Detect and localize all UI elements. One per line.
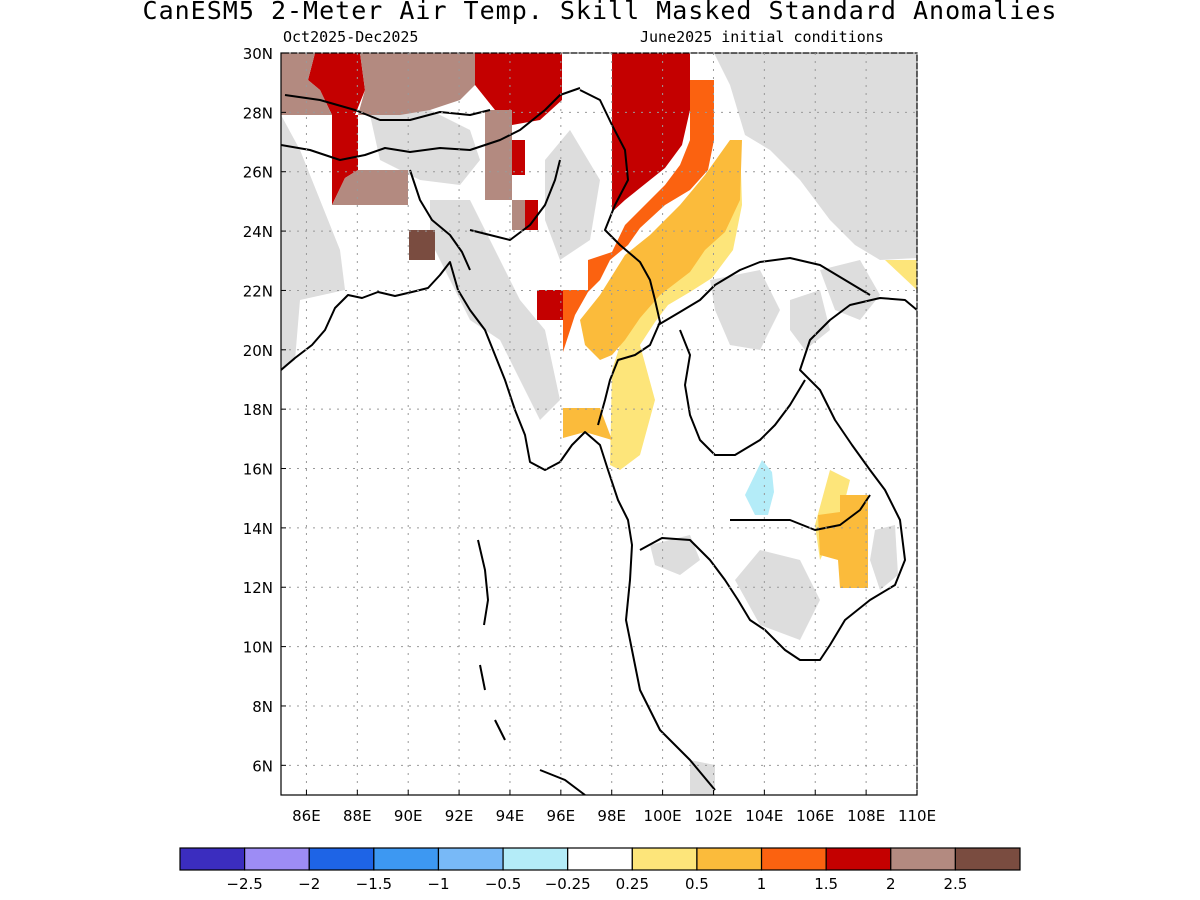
colorbar-swatch (308, 847, 375, 871)
anomaly-above-2.5-region (409, 230, 435, 260)
lat-tick-label: 16N (243, 461, 273, 479)
lon-tick-label: 94E (496, 807, 525, 825)
lon-tick-label: 96E (547, 807, 576, 825)
colorbar-label: −0.5 (485, 875, 521, 893)
anomaly-neg-0.5-region (745, 460, 774, 515)
lon-tick-label: 90E (394, 807, 423, 825)
lon-tick-label: 100E (644, 807, 682, 825)
colorbar-swatch (696, 847, 763, 871)
colorbar-swatch (373, 847, 440, 871)
lon-tick-label: 106E (796, 807, 834, 825)
colorbar-label: −2 (298, 875, 320, 893)
lat-tick-label: 10N (243, 639, 273, 657)
lat-tick-label: 30N (243, 45, 273, 63)
colorbar-swatch (437, 847, 504, 871)
lat-tick-label: 22N (243, 282, 273, 300)
colorbar-swatch (179, 847, 246, 871)
lat-tick-label: 14N (243, 520, 273, 538)
axis-labels: 86E 88E 90E 92E 94E 96E 98E 100E 102E 104E 106E 108… (243, 45, 936, 825)
colorbar-swatch (631, 847, 698, 871)
lat-tick-label: 8N (252, 698, 273, 716)
colorbar-swatch (502, 847, 569, 871)
lon-tick-label: 92E (445, 807, 474, 825)
colorbar-label: 2.5 (943, 875, 967, 893)
coastlines-and-borders (281, 87, 917, 791)
colorbar-label: −1 (427, 875, 449, 893)
colorbar-label: 2 (886, 875, 896, 893)
lat-tick-label: 12N (243, 579, 273, 597)
colorbar-label: 0.25 (616, 875, 649, 893)
colorbar-swatch (567, 847, 633, 871)
colorbar-label: 1 (757, 875, 767, 893)
lon-tick-label: 102E (694, 807, 732, 825)
islands (477, 539, 586, 795)
lon-tick-label: 108E (847, 807, 885, 825)
lat-tick-label: 20N (243, 342, 273, 360)
colorbar: −2.5 −2 −1.5 −1 −0.5 −0.25 0.25 0.5 1 1.5 2 2.5 (179, 847, 1021, 893)
colorbar-swatch (954, 847, 1021, 871)
lon-tick-label: 98E (597, 807, 626, 825)
lon-tick-label: 88E (343, 807, 372, 825)
map-title: CanESM5 2-Meter Air Temp. Skill Masked S… (142, 0, 1058, 25)
colorbar-swatch (244, 847, 310, 871)
anomaly-1.5-2-region (308, 53, 690, 320)
lat-tick-label: 28N (243, 104, 273, 122)
lat-tick-label: 6N (252, 757, 273, 775)
lon-tick-label: 86E (292, 807, 321, 825)
lat-tick-label: 18N (243, 401, 273, 419)
lat-tick-label: 24N (243, 223, 273, 241)
colorbar-swatch (890, 847, 956, 871)
colorbar-label: −2.5 (226, 875, 262, 893)
anomaly-1-1.5-region (563, 80, 714, 352)
lon-tick-label: 110E (898, 807, 936, 825)
colorbar-label: −1.5 (356, 875, 392, 893)
map-frame (280, 52, 918, 796)
initial-conditions-label: June2025 initial conditions (640, 28, 884, 46)
graticule (281, 52, 918, 795)
colorbar-label: −0.25 (545, 875, 591, 893)
colorbar-swatch (760, 847, 827, 871)
colorbar-swatch (825, 847, 892, 871)
lon-tick-label: 104E (745, 807, 783, 825)
valid-period-label: Oct2025-Dec2025 (283, 28, 419, 46)
colorbar-label: 1.5 (814, 875, 838, 893)
colorbar-label: 0.5 (685, 875, 709, 893)
lat-tick-label: 26N (243, 164, 273, 182)
